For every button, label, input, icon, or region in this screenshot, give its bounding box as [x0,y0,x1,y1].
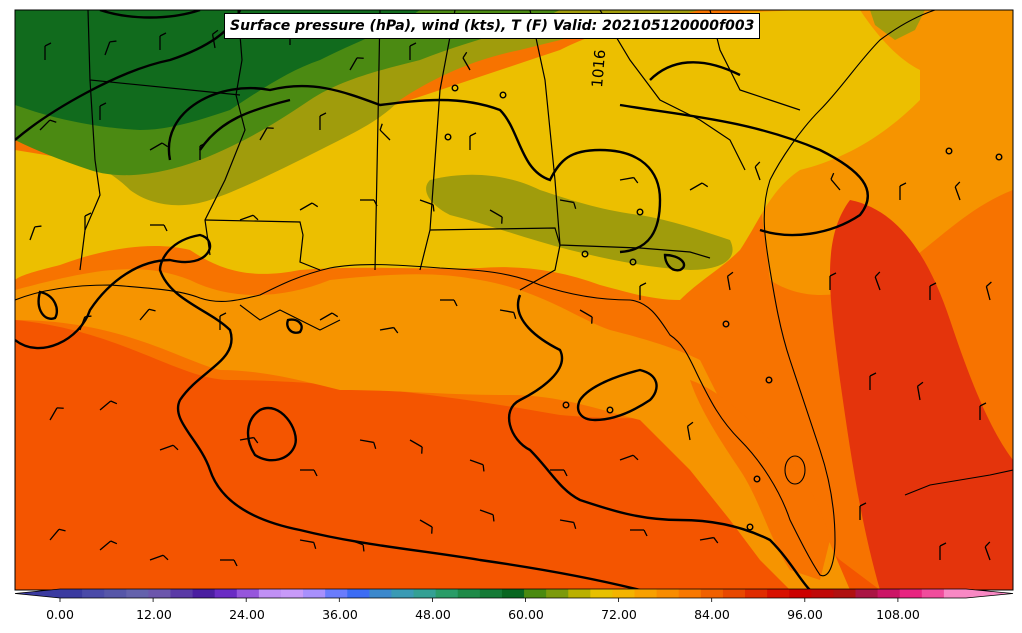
colorbar-segment [656,589,680,598]
colorbar-tick-label: 24.00 [229,607,265,622]
colorbar-segment [899,589,923,598]
colorbar-segment [236,589,260,598]
temp-fill-yellow [15,10,920,300]
colorbar-segment [214,589,238,598]
colorbar-segment [789,589,812,598]
colorbar-tick-label: 108.00 [876,607,920,622]
colorbar-tick-label: 36.00 [322,607,358,622]
colorbar-segment [943,589,967,598]
colorbar-segment [435,589,459,598]
colorbar-segment [60,589,83,598]
map-plot-area: 1016 [15,10,1013,590]
colorbar-segment [833,589,857,598]
colorbar-segment [678,589,702,598]
temp-fill-red-east [830,200,1013,590]
colorbar-segment [634,589,658,598]
colorbar-extend-high [966,589,1013,598]
colorbar-segment [479,589,503,598]
colorbar-segment [722,589,746,598]
colorbar-segment [590,589,614,598]
colorbar-segment [568,589,591,598]
colorbar-segment [501,589,525,598]
colorbar-segment [192,589,216,598]
colorbar-segment [303,589,326,598]
temp-fill-dark-green [15,10,420,130]
colorbar-segment [104,589,127,598]
colorbar-tick-label: 96.00 [787,607,823,622]
colorbar-segment [82,589,105,598]
colorbar-segment [148,589,172,598]
colorbar-segment [280,589,304,598]
colorbar-segment [170,589,194,598]
colorbar-segment [546,589,569,598]
colorbar-segment [413,589,437,598]
colorbar-segment [811,589,835,598]
isobar-label: 1016 [588,49,609,89]
colorbar-tick-label: 84.00 [694,607,730,622]
colorbar-segment [391,589,415,598]
colorbar-segment [524,589,547,598]
colorbar-tick-label: 0.00 [46,607,74,622]
colorbar-segment [258,589,282,598]
isobars [15,10,870,590]
colorbar-segment [767,589,790,598]
colorbar-segment [612,589,636,598]
colorbar-segment [126,589,149,598]
colorbar-tick-label: 48.00 [415,607,451,622]
calm-wind-circles [444,84,1003,531]
colorbar-segment [745,589,768,598]
colorbar-segment [855,589,879,598]
map-title: Surface pressure (hPa), wind (kts), T (F… [224,13,761,39]
colorbar-extend-low [15,589,60,598]
colorbar-segment [369,589,393,598]
colorbar-segment [877,589,901,598]
coastline [15,10,1013,577]
colorbar-tick-label: 12.00 [136,607,172,622]
colorbar-segment [347,589,370,598]
colorbar-segment [700,589,724,598]
colorbar-tick-label: 72.00 [601,607,637,622]
colorbar-segment [921,589,945,598]
colorbar-segment [457,589,481,598]
colorbar [14,588,1014,602]
colorbar-tick-label: 60.00 [508,607,544,622]
state-borders [79,10,801,291]
colorbar-segment [325,589,348,598]
